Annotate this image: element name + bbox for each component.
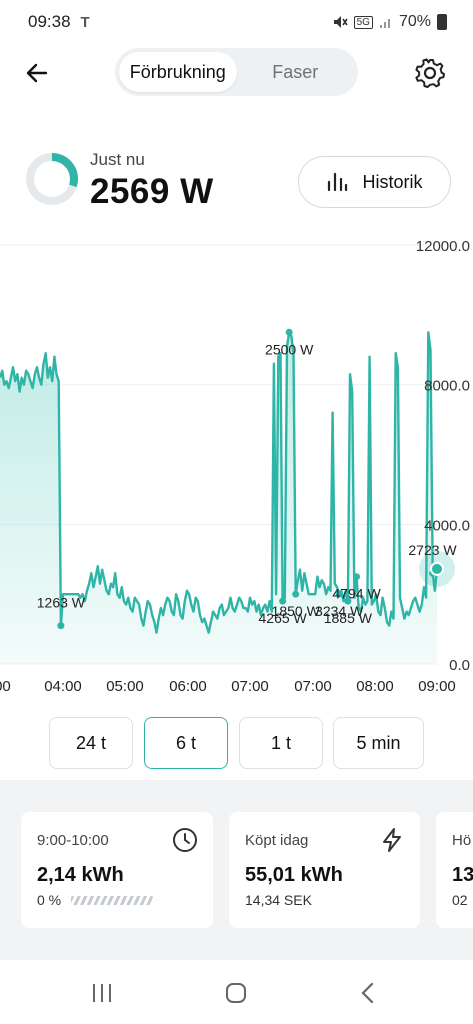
power-gauge-icon	[26, 153, 78, 205]
third-card-value: 13	[452, 864, 473, 886]
hour-energy-percent: 0 %	[37, 892, 62, 908]
x-tick-label: 06:00	[169, 678, 207, 695]
current-power-value: 2569 W	[90, 172, 214, 211]
battery-icon	[437, 14, 447, 30]
y-tick-label: 12000.0	[416, 238, 470, 255]
range-24h-button[interactable]: 24 t	[49, 717, 133, 769]
chevron-left-icon	[361, 982, 374, 1004]
home-button[interactable]	[216, 978, 256, 1008]
mute-icon	[333, 16, 348, 28]
y-tick-label: 8000.0	[424, 378, 470, 395]
x-tick-label: 04:00	[44, 678, 82, 695]
historik-label: Historik	[362, 171, 423, 192]
view-segmented-control: Förbrukning Faser	[115, 48, 358, 96]
x-tick-label: 03:00	[0, 678, 11, 695]
x-tick-label: 08:00	[356, 678, 394, 695]
point-value-label: 2500 W	[265, 341, 314, 357]
back-button[interactable]	[20, 56, 54, 90]
point-value-label: 1263 W	[37, 595, 86, 611]
back-nav-button[interactable]	[348, 978, 388, 1008]
third-card-title: Hö	[452, 832, 472, 849]
arrow-left-icon	[26, 63, 48, 83]
point-marker	[285, 328, 293, 336]
app-bar: Förbrukning Faser	[0, 44, 473, 100]
range-1h-button[interactable]: 1 t	[239, 717, 323, 769]
point-marker	[292, 590, 300, 598]
point-marker	[57, 622, 65, 630]
current-point-marker	[430, 561, 444, 576]
recent-apps-button[interactable]	[82, 978, 122, 1008]
home-icon	[226, 983, 246, 1003]
range-selector: 24 t 6 t 1 t 5 min	[0, 717, 473, 771]
recent-apps-icon	[93, 984, 111, 1002]
tab-forbrukning[interactable]: Förbrukning	[119, 52, 237, 92]
x-tick-label: 05:00	[106, 678, 144, 695]
bolt-icon	[383, 828, 401, 852]
tesla-notification-icon: T	[80, 13, 90, 31]
status-right: 5G 70%	[332, 13, 447, 31]
status-bar: 09:38 T 5G 70%	[0, 0, 473, 44]
tab-faser[interactable]: Faser	[272, 61, 319, 82]
status-time: 09:38	[28, 12, 71, 31]
hour-energy-value: 2,14 kWh	[37, 864, 124, 886]
range-6h-button[interactable]: 6 t	[144, 717, 228, 769]
historik-button[interactable]: Historik	[298, 156, 451, 208]
x-tick-label: 09:00	[418, 678, 456, 695]
x-tick-label: 07:00	[294, 678, 332, 695]
consumption-line	[0, 331, 439, 634]
bought-today-value: 55,01 kWh	[245, 864, 343, 886]
third-card-sub: 02	[452, 892, 468, 908]
y-tick-label: 0.0	[449, 657, 470, 674]
point-marker	[279, 597, 287, 605]
gear-icon	[415, 58, 445, 88]
hour-energy-title: 9:00-10:00	[37, 832, 109, 849]
system-nav-bar	[0, 960, 473, 1024]
point-marker	[335, 590, 343, 598]
hour-energy-progress-bar	[71, 896, 153, 905]
battery-percent: 70%	[398, 13, 431, 30]
point-marker	[344, 597, 352, 605]
bought-today-cost: 14,34 SEK	[245, 892, 312, 908]
point-value-label: 1885 W	[324, 610, 373, 626]
x-tick-label: 07:00	[231, 678, 269, 695]
network-5g-icon: 5G	[353, 15, 373, 29]
bar-chart-icon	[328, 172, 348, 192]
signal-icon	[379, 19, 390, 28]
point-value-label: 3234 W	[315, 603, 364, 619]
summary-cards: 9:00-10:00 2,14 kWh 0 % Köpt idag 55,01 …	[0, 780, 473, 960]
y-tick-label: 4000.0	[424, 517, 470, 534]
point-marker	[353, 573, 361, 581]
point-value-label: 2723 W	[408, 542, 457, 558]
bought-today-title: Köpt idag	[245, 832, 309, 849]
current-power-label: Just nu	[90, 150, 145, 169]
point-value-label: 1850 W	[272, 603, 321, 619]
third-summary-card[interactable]: Hö 13 02	[436, 812, 473, 928]
settings-button[interactable]	[411, 54, 449, 92]
range-5min-button[interactable]: 5 min	[333, 717, 424, 769]
point-value-label: 4265 W	[259, 610, 308, 626]
clock-icon	[173, 828, 197, 852]
bought-today-card[interactable]: Köpt idag 55,01 kWh 14,34 SEK	[229, 812, 420, 928]
hour-energy-card[interactable]: 9:00-10:00 2,14 kWh 0 %	[21, 812, 213, 928]
point-value-label: 4794 W	[332, 586, 381, 602]
current-power-panel: Just nu 2569 W Historik	[0, 140, 473, 220]
consumption-chart[interactable]: 1263 W 4265 W 2500 W 1850 W 3234 W 4794 W 1885…	[0, 232, 473, 702]
